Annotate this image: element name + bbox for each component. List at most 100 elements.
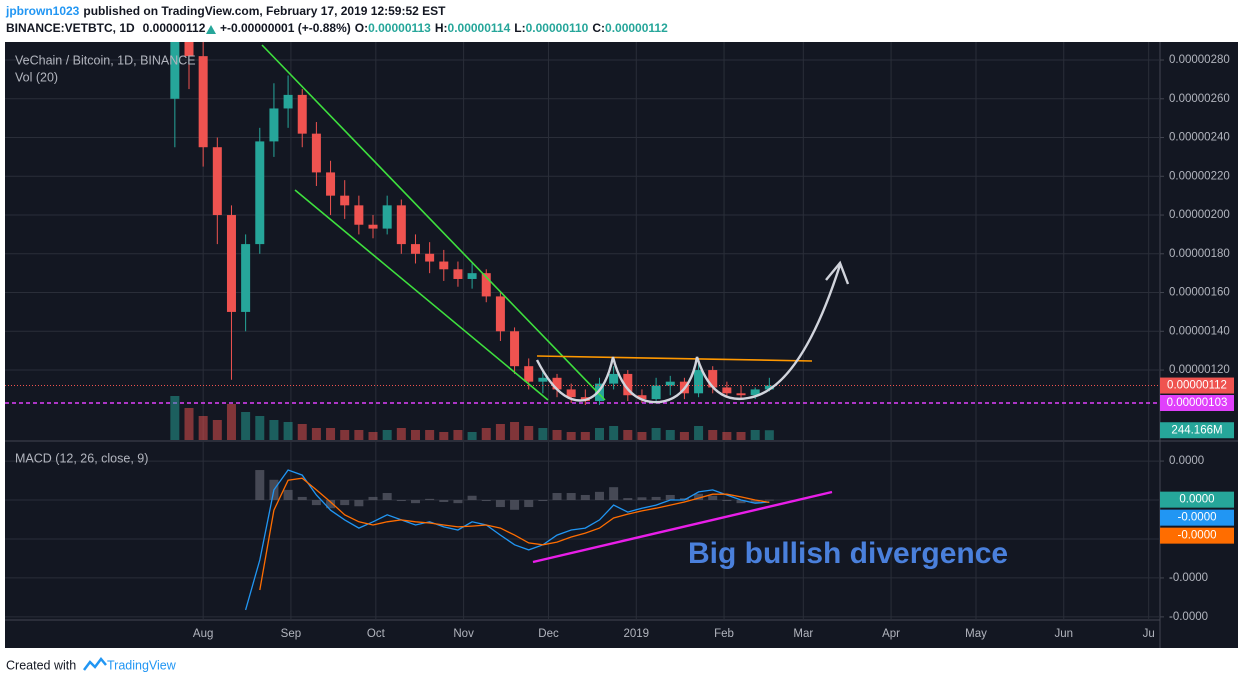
candle-body [396,205,406,245]
macd-line [244,469,770,611]
up-arrow-icon [206,25,216,34]
volume-bar [453,430,463,440]
candle-body [637,395,647,400]
y-tick-label: 0.00000180 [1169,248,1230,260]
macd-histogram-bar [354,500,364,507]
candle-body [311,133,321,173]
macd-legend: MACD (12, 26, close, 9) [15,451,148,465]
macd-histogram-bar [340,500,350,506]
price-tag: 0.00000112 [1167,380,1227,392]
candle-body [255,141,265,245]
macd-histogram-bar [764,499,774,501]
x-tick-label: May [965,628,987,640]
l-value: 0.00000110 [526,21,589,35]
x-tick-label: Feb [714,628,734,640]
macd-histogram-bar [495,500,505,508]
h-label: H: [435,21,448,35]
volume-bar [212,420,222,440]
y-tick-label: 0.00000220 [1169,170,1230,182]
macd-histogram-bar [623,498,633,501]
candle-body [736,393,746,396]
volume-bar [566,432,576,440]
macd-histogram-bar [283,489,293,501]
footer-brand[interactable]: TradingView [107,658,177,672]
macd-histogram-bar [736,500,746,504]
volume-bar [311,428,321,440]
price-tag: 0.00000103 [1167,397,1228,409]
volume-bar [340,430,350,440]
macd-histogram-bar [326,500,336,509]
c-label: C: [592,21,605,35]
volume-bar [665,430,675,440]
macd-histogram-bar [453,500,463,504]
volume-bar [694,426,704,440]
macd-histogram-bar [481,500,491,502]
candle-body [750,389,760,396]
volume-bar [495,424,505,440]
symbol: BINANCE:VETBTC, 1D [6,21,135,35]
macd-histogram-bar [651,496,661,501]
macd-histogram-bar [580,494,590,501]
pattern-curve [535,264,842,404]
marks [5,42,1160,611]
volume-bar [736,432,746,440]
candle-body [425,253,435,262]
price-legend: VeChain / Bitcoin, 1D, BINANCE [15,53,196,67]
price: 0.00000112 [143,21,206,35]
candles [170,42,774,405]
chart-background [5,42,1238,648]
candle-body [609,373,619,384]
candle-body [623,373,633,396]
x-tick-label: 2019 [623,628,649,640]
candle-body [382,205,392,229]
macd-histogram-bar [694,493,704,501]
c-value: 0.00000112 [605,21,668,35]
macd-histogram-bar [538,500,548,502]
tradingview-logo [83,656,107,671]
grid: Aug Sep Oct Nov Dec 2019 Feb Mar Apr May Jun Ju 0.00… [5,42,1230,640]
macd-histogram-bar [722,500,732,502]
macd-tag-bg [1160,491,1234,508]
candle-body [340,195,350,206]
volume-bar [594,428,604,440]
macd-histogram-bar [566,493,576,501]
author[interactable]: jpbrown1023 [5,4,80,18]
candle-body [283,94,293,109]
y-tick-label: 0.0000 [1169,455,1204,467]
volume-bars [170,396,774,440]
x-tick-label: Sep [281,628,301,640]
volume-bar [184,408,194,440]
y-tick-label: -0.0000 [1169,572,1208,584]
volume-bar [467,432,477,440]
volume-bar [410,430,420,440]
volume-bar [396,428,406,440]
candle-body [708,370,718,388]
candle-body [170,42,180,99]
x-tick-label: Aug [193,628,213,640]
macd-histogram-bar [410,500,420,504]
macd-histogram-bar [609,487,619,501]
o-label: O: [355,21,368,35]
volume-bar [481,428,491,440]
candle-body [368,224,378,229]
candle-body [410,244,420,254]
candle-body [198,56,208,148]
candle-body [495,296,505,332]
candle-body [297,94,307,134]
volume-bar [382,430,392,440]
volume-bar [750,430,760,440]
candle-body [326,172,336,196]
y-tick-label: 0.00000240 [1169,132,1230,144]
volume-bar [552,430,562,440]
candle-body [764,385,774,390]
volume-bar [510,422,520,440]
macd-tag: 0.0000 [1179,494,1214,506]
volume-bar [198,416,208,440]
macd-tag: -0.0000 [1177,512,1216,524]
candle-body [439,261,449,270]
volume-bar [609,426,619,440]
candle-body [212,147,222,216]
volume-bar [368,432,378,440]
y-tick-label: 0.00000260 [1169,93,1230,105]
footer-created: Created with [6,658,76,672]
